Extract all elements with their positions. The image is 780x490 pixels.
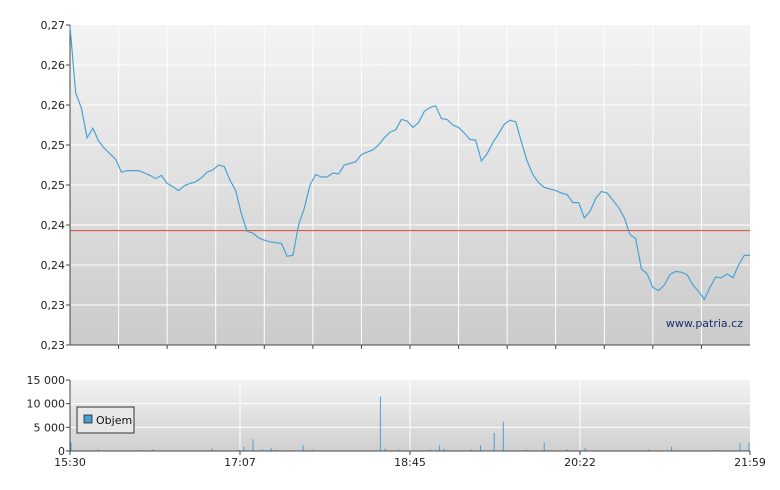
price-y-tick-label: 0,24 xyxy=(41,259,66,272)
volume-y-tick-label: 0 xyxy=(58,445,65,458)
watermark: www.patria.cz xyxy=(666,317,743,330)
volume-x-axis: 15:30 17:07 18:45 20:22 21:59 xyxy=(54,451,766,469)
price-y-tick-label: 0,27 xyxy=(41,19,66,32)
price-series-line xyxy=(69,26,750,301)
price-y-tick-label: 0,24 xyxy=(41,219,66,232)
volume-y-tick-label: 10 000 xyxy=(27,398,66,411)
x-tick-label: 20:22 xyxy=(564,456,596,469)
x-tick-label: 18:45 xyxy=(394,456,426,469)
price-y-tick-label: 0,25 xyxy=(41,139,66,152)
x-tick-label: 21:59 xyxy=(734,456,766,469)
price-y-tick-label: 0,26 xyxy=(41,59,66,72)
x-tick-label: 17:07 xyxy=(224,456,256,469)
volume-grid xyxy=(70,380,750,451)
legend-label: Objem xyxy=(96,414,132,427)
legend-swatch xyxy=(83,414,93,424)
volume-y-tick-label: 15 000 xyxy=(27,374,66,387)
price-y-tick-label: 0,23 xyxy=(41,339,66,352)
price-y-tick-label: 0,26 xyxy=(41,99,66,112)
price-y-tick-label: 0,23 xyxy=(41,299,66,312)
price-grid xyxy=(70,25,750,349)
price-y-axis: 0,27 0,26 0,26 0,25 0,25 0,24 0,24 0,23 0,23 xyxy=(41,19,70,352)
volume-y-tick-label: 5 000 xyxy=(34,421,66,434)
legend: Objem xyxy=(76,406,135,434)
x-tick-label: 15:30 xyxy=(54,456,86,469)
price-y-tick-label: 0,25 xyxy=(41,179,66,192)
volume-y-axis: 15 000 10 000 5 000 0 xyxy=(27,374,70,458)
volume-panel: 15 000 10 000 5 000 0 15:30 17:07 18:45 20:22 2… xyxy=(27,374,766,469)
price-panel: 0,27 0,26 0,26 0,25 0,25 0,24 0,24 0,23 0,23 www… xyxy=(41,19,750,352)
